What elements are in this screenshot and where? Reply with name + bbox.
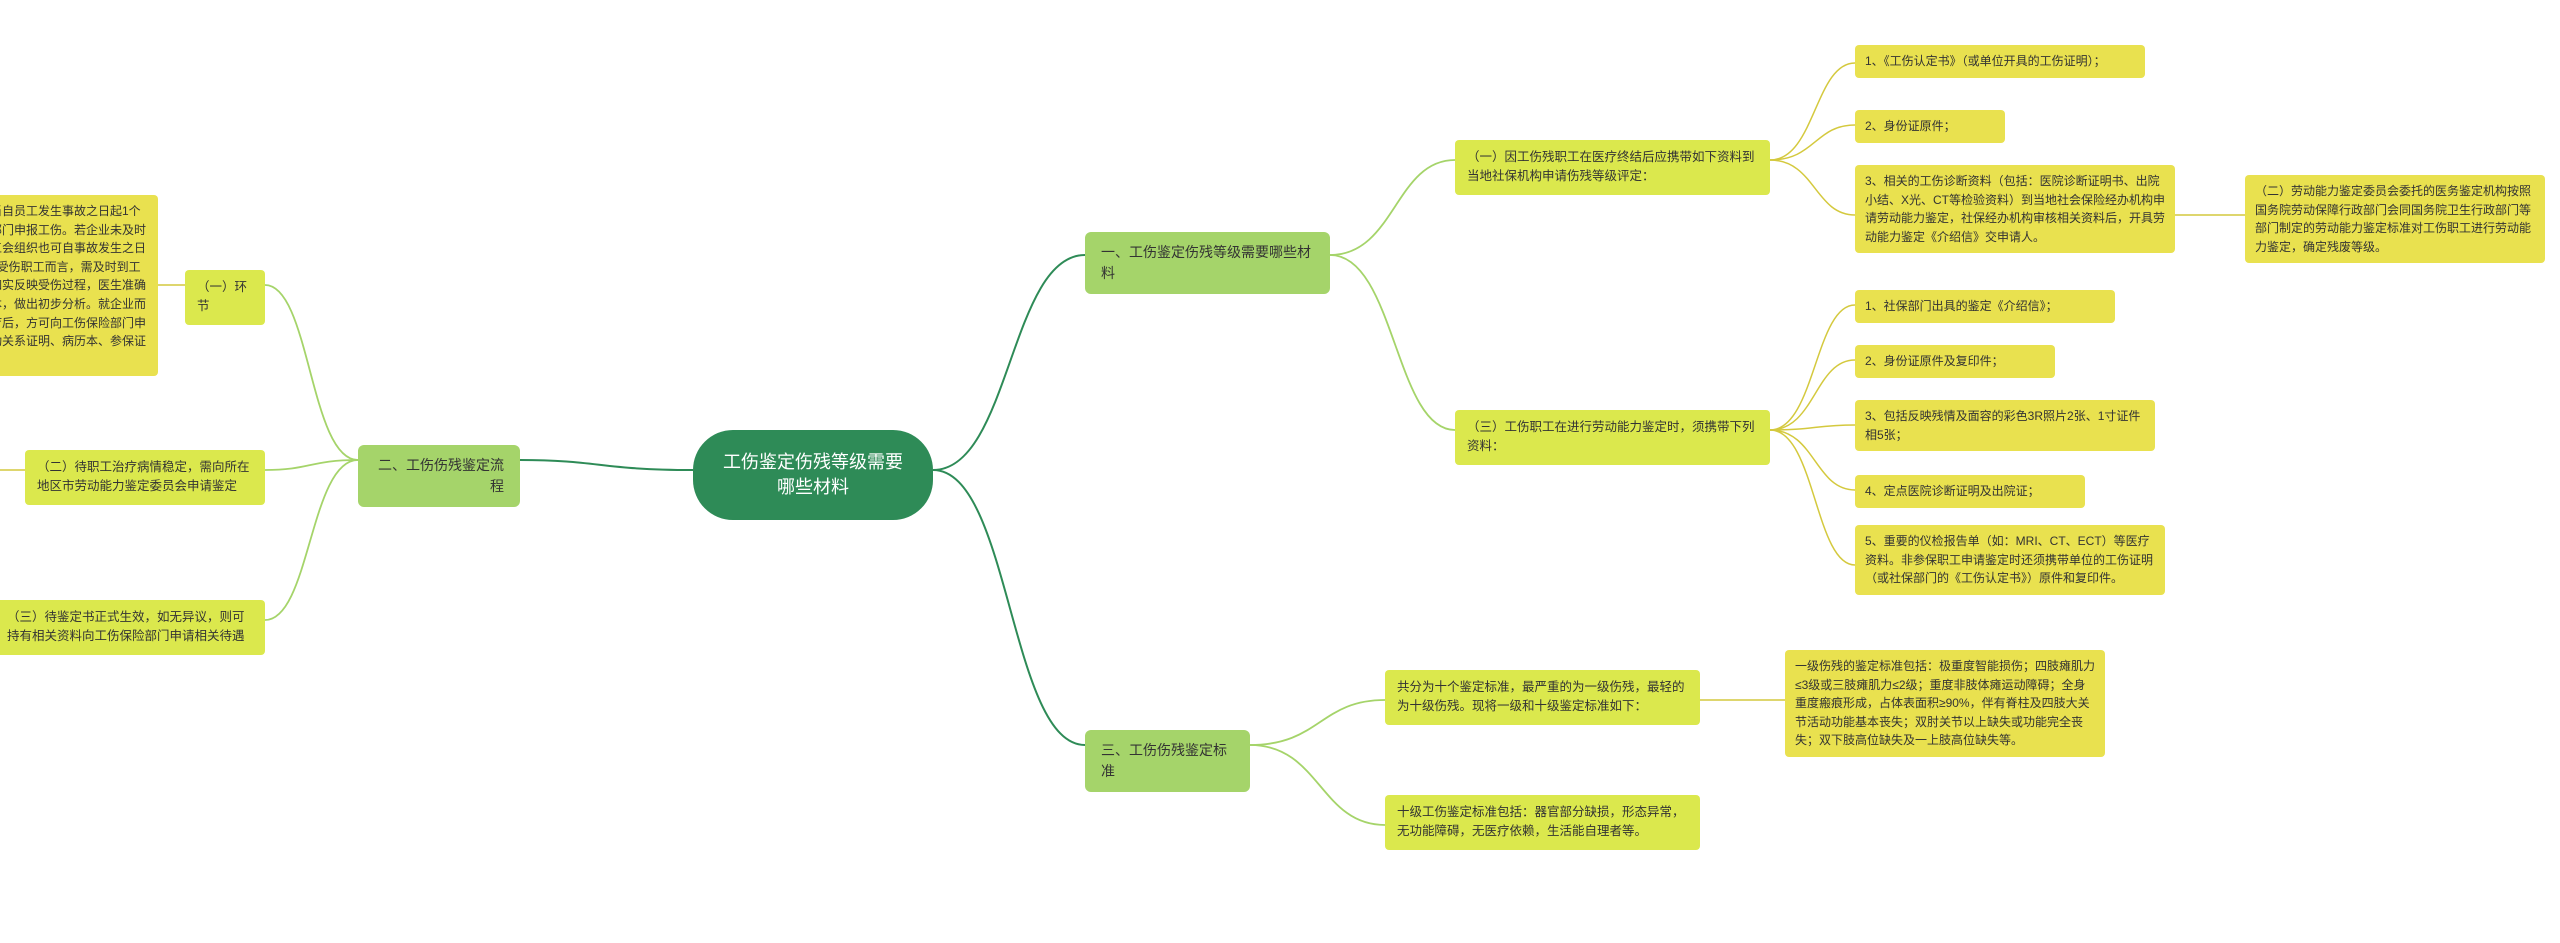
b3-sub-1: 共分为十个鉴定标准，最严重的为一级伤残，最轻的为十级伤残。现将一级和十级鉴定标准… <box>1385 670 1700 725</box>
b1-sub-1-text: （一）因工伤残职工在医疗终结后应携带如下资料到当地社保机构申请伤残等级评定： <box>1467 150 1755 183</box>
b1-s1-leaf-3: 3、相关的工伤诊断资料（包括：医院诊断证明书、出院小结、X光、CT等检验资料）到… <box>1855 165 2175 253</box>
b1-s2-leaf-4: 4、定点医院诊断证明及出院证； <box>1855 475 2085 508</box>
b3-s1-l1-text: 一级伤残的鉴定标准包括：极重度智能损伤；四肢瘫肌力≤3级或三肢瘫肌力≤2级；重度… <box>1795 659 2095 747</box>
b1-s2-l5-text: 5、重要的仪检报告单（如：MRI、CT、ECT）等医疗资料。非参保职工申请鉴定时… <box>1865 534 2153 585</box>
b1-s2-leaf-2: 2、身份证原件及复印件； <box>1855 345 2055 378</box>
b1-s2-l4-text: 4、定点医院诊断证明及出院证； <box>1865 484 2040 498</box>
b2-sub-2: （二）待职工治疗病情稳定，需向所在地区市劳动能力鉴定委员会申请鉴定 <box>25 450 265 505</box>
branch-1: 一、工伤鉴定伤残等级需要哪些材料 <box>1085 232 1330 294</box>
branch-3-title: 三、工伤伤残鉴定标准 <box>1101 742 1227 779</box>
b3-sub-2: 十级工伤鉴定标准包括：器官部分缺损，形态异常，无功能障碍，无医疗依赖，生活能自理… <box>1385 795 1700 850</box>
b1-s2-leaf-3: 3、包括反映残情及面容的彩色3R照片2张、1寸证件相5张； <box>1855 400 2155 451</box>
branch-2-title: 二、工伤伤残鉴定流程 <box>378 457 504 494</box>
b1-sub-1: （一）因工伤残职工在医疗终结后应携带如下资料到当地社保机构申请伤残等级评定： <box>1455 140 1770 195</box>
b3-sub-2-text: 十级工伤鉴定标准包括：器官部分缺损，形态异常，无功能障碍，无医疗依赖，生活能自理… <box>1397 805 1685 838</box>
b1-s1-l1-text: 1、《工伤认定书》（或单位开具的工伤证明）； <box>1865 54 2106 68</box>
b2-sub-1: （一）环节 <box>185 270 265 325</box>
b2-sub-1-text: （一）环节 <box>197 280 247 313</box>
b1-s1-leaf-2: 2、身份证原件； <box>1855 110 2005 143</box>
b1-s2-leaf-1: 1、社保部门出具的鉴定《介绍信》； <box>1855 290 2115 323</box>
b1-s1-l2-text: 2、身份证原件； <box>1865 119 1956 133</box>
b2-sub-3-text: （三）待鉴定书正式生效，如无异议，则可持有相关资料向工伤保险部门申请相关待遇 <box>7 610 245 643</box>
b2-s1-body: 按照国家规定，企业应当自员工发生事故之日起1个月内向当地的工伤保险部门申报工伤。… <box>0 195 158 376</box>
b1-s2-l3-text: 3、包括反映残情及面容的彩色3R照片2张、1寸证件相5张； <box>1865 409 2140 442</box>
b1-s1-l3-text: 3、相关的工伤诊断资料（包括：医院诊断证明书、出院小结、X光、CT等检验资料）到… <box>1865 174 2165 244</box>
b2-s1-body-text: 按照国家规定，企业应当自员工发生事故之日起1个月内向当地的工伤保险部门申报工伤。… <box>0 204 146 367</box>
b2-sub-3: （三）待鉴定书正式生效，如无异议，则可持有相关资料向工伤保险部门申请相关待遇 <box>0 600 265 655</box>
b1-s1-leaf-3b: （二）劳动能力鉴定委员会委托的医务鉴定机构按照国务院劳动保障行政部门会同国务院卫… <box>2245 175 2545 263</box>
b1-s2-leaf-5: 5、重要的仪检报告单（如：MRI、CT、ECT）等医疗资料。非参保职工申请鉴定时… <box>1855 525 2165 595</box>
branch-1-title: 一、工伤鉴定伤残等级需要哪些材料 <box>1101 244 1311 281</box>
b1-sub-2-text: （三）工伤职工在进行劳动能力鉴定时，须携带下列资料： <box>1467 420 1755 453</box>
b1-s1-l3b-text: （二）劳动能力鉴定委员会委托的医务鉴定机构按照国务院劳动保障行政部门会同国务院卫… <box>2255 184 2531 254</box>
b1-s2-l2-text: 2、身份证原件及复印件； <box>1865 354 2004 368</box>
b1-s1-leaf-1: 1、《工伤认定书》（或单位开具的工伤证明）； <box>1855 45 2145 78</box>
b3-s1-leaf-1: 一级伤残的鉴定标准包括：极重度智能损伤；四肢瘫肌力≤3级或三肢瘫肌力≤2级；重度… <box>1785 650 2105 757</box>
root-node: 工伤鉴定伤残等级需要哪些材料 <box>693 430 933 520</box>
branch-2: 二、工伤伤残鉴定流程 <box>358 445 520 507</box>
b3-sub-1-text: 共分为十个鉴定标准，最严重的为一级伤残，最轻的为十级伤残。现将一级和十级鉴定标准… <box>1397 680 1685 713</box>
b1-sub-2: （三）工伤职工在进行劳动能力鉴定时，须携带下列资料： <box>1455 410 1770 465</box>
branch-3: 三、工伤伤残鉴定标准 <box>1085 730 1250 792</box>
root-title: 工伤鉴定伤残等级需要哪些材料 <box>723 452 903 497</box>
b2-sub-2-text: （二）待职工治疗病情稳定，需向所在地区市劳动能力鉴定委员会申请鉴定 <box>37 460 250 493</box>
b1-s2-l1-text: 1、社保部门出具的鉴定《介绍信》； <box>1865 299 2058 313</box>
